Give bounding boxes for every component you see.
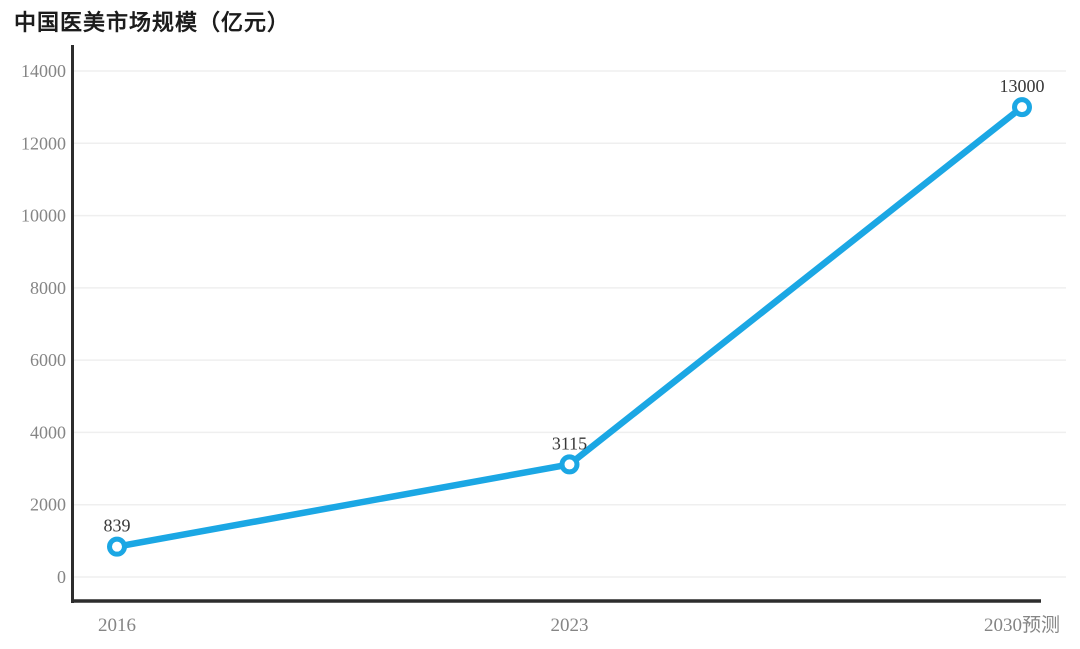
y-axis-tick-label: 8000 bbox=[30, 278, 66, 298]
y-axis-tick-label: 14000 bbox=[21, 61, 66, 81]
data-point-label: 839 bbox=[104, 516, 131, 536]
series-line bbox=[113, 103, 1026, 550]
chart-title: 中国医美市场规模（亿元） bbox=[14, 10, 291, 35]
data-point-marker bbox=[107, 536, 127, 557]
y-axis-tick-label: 0 bbox=[57, 567, 66, 587]
x-axis-tick-label: 2016 bbox=[98, 615, 136, 636]
data-point-label: 3115 bbox=[552, 433, 587, 453]
data-point-label: 13000 bbox=[1000, 76, 1045, 96]
x-axis-tick-label: 2023 bbox=[551, 615, 589, 636]
y-axis-tick-label: 12000 bbox=[21, 133, 66, 153]
y-axis-tick-label: 10000 bbox=[21, 206, 66, 226]
y-axis-tick-label: 4000 bbox=[30, 422, 66, 442]
data-point-marker bbox=[1012, 97, 1032, 118]
y-axis-tick-label: 6000 bbox=[30, 350, 66, 370]
x-axis-tick-label: 2030预测 bbox=[984, 614, 1060, 636]
y-axis-tick-label: 2000 bbox=[30, 495, 66, 515]
data-point-marker bbox=[559, 454, 580, 475]
